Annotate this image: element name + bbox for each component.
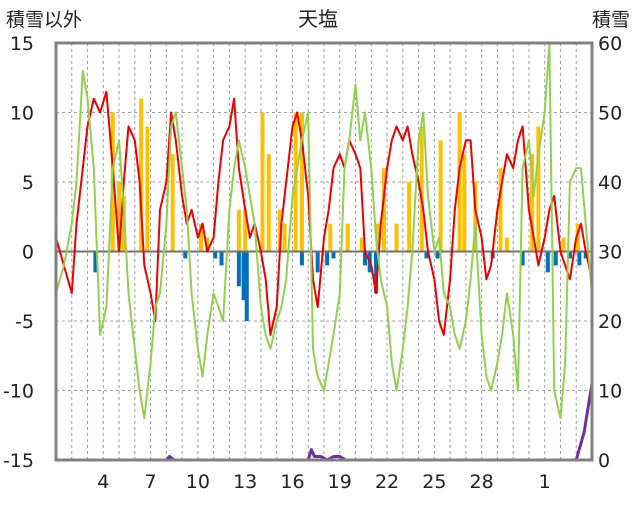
precip-bar: [359, 237, 364, 252]
precip-bar: [575, 223, 580, 252]
y-left-tick-label: 15: [10, 33, 34, 55]
negative-bar: [219, 251, 224, 266]
x-tick-label: 22: [375, 471, 399, 493]
negative-bar: [553, 251, 558, 266]
precip-bar: [457, 112, 462, 252]
x-tick-label: 10: [186, 471, 210, 493]
negative-bar: [299, 251, 304, 266]
y-left-tick-label: -10: [3, 381, 34, 403]
precip-bar: [407, 182, 412, 252]
negative-bar: [435, 251, 440, 259]
min-temp-line: [55, 42, 593, 420]
precip-bar: [277, 209, 282, 252]
negative-bar: [213, 251, 218, 259]
negative-bar: [577, 251, 582, 266]
negative-bar: [183, 251, 188, 259]
x-tick-label: 28: [470, 471, 494, 493]
max-temp-line: [55, 90, 593, 336]
precip-bar: [375, 223, 380, 252]
precip-bar: [438, 140, 443, 252]
negative-bar: [374, 251, 379, 294]
left-axis-label: 積雪以外: [6, 9, 82, 31]
precip-bar: [205, 237, 210, 252]
y-right-tick-label: 30: [598, 242, 622, 264]
precip-bar: [145, 126, 150, 252]
negative-bar: [567, 251, 572, 259]
x-tick-label: 16: [280, 471, 304, 493]
y-right-tick-label: 0: [598, 450, 610, 472]
bar-layer: [56, 98, 592, 321]
x-tick-label: 13: [233, 471, 257, 493]
precip-bar: [473, 182, 478, 252]
precip-bar: [381, 168, 386, 252]
precip-bar: [530, 154, 535, 252]
precip-bar: [236, 209, 241, 252]
x-tick-label: 25: [422, 471, 446, 493]
y-right-tick-label: 40: [598, 172, 622, 194]
x-tick-label: 1: [539, 471, 551, 493]
precip-bar: [266, 154, 271, 252]
frame-layer: [54, 41, 594, 462]
precip-bar: [243, 209, 248, 252]
precip-bar: [260, 112, 265, 252]
x-tick-label: 19: [328, 471, 352, 493]
precip-bar: [170, 154, 175, 252]
negative-bar: [424, 251, 429, 259]
y-left-tick-label: 5: [22, 172, 34, 194]
negative-bar: [325, 251, 330, 266]
negative-bar: [244, 251, 249, 321]
precip-bar: [504, 237, 509, 252]
negative-bar: [545, 251, 550, 273]
negative-bar: [236, 251, 241, 287]
precip-bar: [139, 98, 144, 252]
precip-bar: [419, 126, 424, 252]
precip-bar: [498, 168, 503, 252]
y-left-tick-label: 10: [10, 103, 34, 125]
precip-bar: [462, 154, 467, 252]
precip-bar: [536, 126, 541, 252]
precip-bar: [394, 223, 399, 252]
precip-bar: [299, 112, 304, 252]
negative-bar: [93, 251, 98, 273]
y-right-tick-label: 60: [598, 33, 622, 55]
negative-bar: [241, 251, 246, 301]
negative-bar: [362, 251, 367, 266]
negative-bar: [520, 251, 525, 266]
precip-bar: [561, 237, 566, 252]
x-tick-label: 7: [145, 471, 157, 493]
negative-bar: [331, 251, 336, 259]
right-axis-label: 積雪: [592, 9, 630, 31]
x-tick-label: 4: [97, 471, 109, 493]
y-right-tick-label: 20: [598, 311, 622, 333]
precip-bar: [328, 223, 333, 252]
precip-bar: [117, 182, 122, 252]
y-left-tick-label: -15: [3, 450, 34, 472]
y-left-tick-label: -5: [15, 311, 34, 333]
negative-bar: [315, 251, 320, 273]
y-right-tick-label: 50: [598, 103, 622, 125]
precip-bar: [282, 223, 287, 252]
y-right-tick-label: 10: [598, 381, 622, 403]
precip-bar: [199, 223, 204, 252]
precip-bar: [345, 223, 350, 252]
chart-title: 天塩: [298, 7, 338, 31]
plot-frame: [54, 41, 594, 462]
y-left-tick-label: 0: [22, 242, 34, 264]
